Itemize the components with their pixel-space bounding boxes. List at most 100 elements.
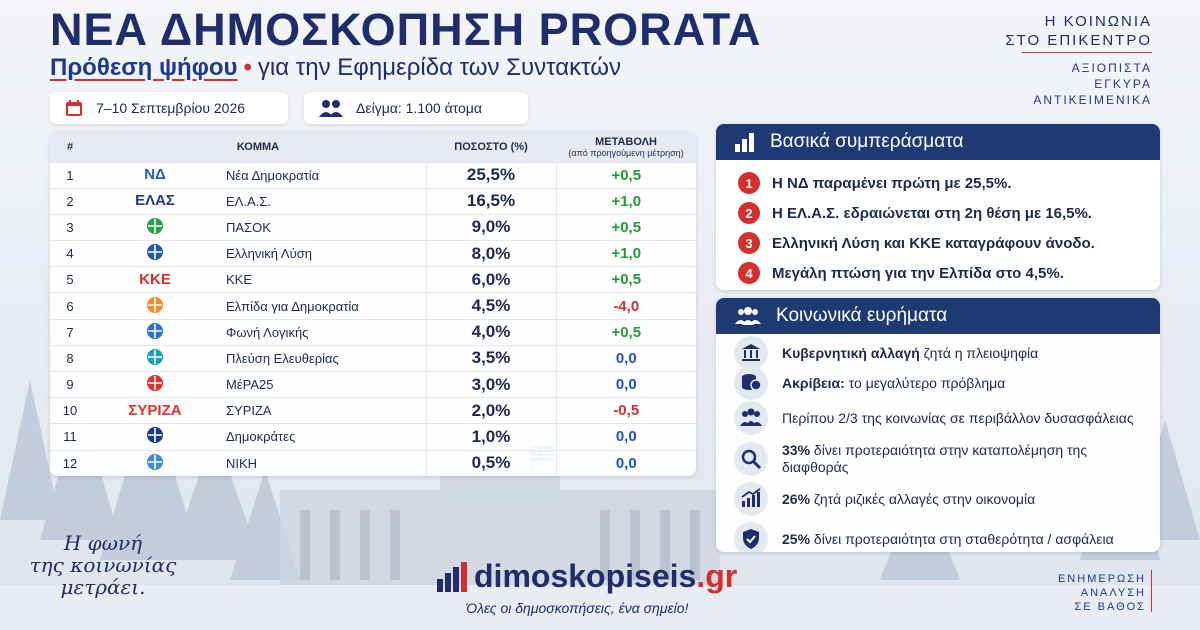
change-cell: +1,0 [555,188,696,215]
change-cell: +0,5 [555,162,696,189]
table-row: 8 Πλεύση Ελευθερίας 3,5% 0,0 [50,345,696,372]
finding-text-bold: 33% [782,442,811,458]
party-logo: ΚΚΕ [90,267,220,293]
finding-item: 26% ζητά ριζικές αλλαγές στην οικονομία [716,480,1160,518]
finding-item: 33% δίνει προτεραιότητα στην καταπολέμησ… [716,438,1160,480]
conclusion-item: 4 Μεγάλη πτώση για την Ελπίδα στο 4,5%. [716,258,1160,288]
conclusion-text-main: Μεγάλη πτώση για την Ελπίδα στο [772,264,1026,282]
percent-cell: 2,0% [425,397,556,424]
col-rank: # [66,140,74,153]
table-row: 6 Ελπίδα για Δημοκρατία 4,5% -4,0 [50,292,696,320]
finding-text: Περίπου 2/3 της κοινωνίας σε περιβάλλον … [782,410,1134,427]
conclusion-text-main: Η ΝΔ παραμένει πρώτη με [772,174,965,192]
table-row: 5 ΚΚΕ ΚΚΕ 6,0% +0,5 [50,266,696,293]
rank-cell: 5 [66,272,74,288]
rank-cell: 2 [66,193,74,209]
party-name: ΚΚΕ [226,272,253,288]
people-icon [734,401,768,435]
finding-text-rest: δίνει προτεραιότητα στην καταπολέμηση τη… [782,442,1088,475]
percent-cell: 8,0% [425,240,556,267]
change-cell: 0,0 [555,371,696,398]
change-cell: +0,5 [555,266,696,293]
footer-value: ΑΝΑΛΥΣΗ [1080,587,1146,599]
party-emblem-icon [147,348,163,365]
sample-size: Δείγμα: 1.100 άτομα [356,100,482,116]
brand-logo[interactable]: dimoskopiseis.gr [436,558,737,595]
party-name: ΣΥΡΙΖΑ [226,403,272,419]
findings-title: Κοινωνικά ευρήματα [776,305,948,326]
rank-cell: 1 [66,167,74,183]
change-cell: 0,0 [555,423,696,451]
conclusion-text-value: 16,5%. [1045,204,1092,222]
calendar-icon [66,100,82,116]
bar-chart-icon [735,133,754,152]
party-name: Νέα Δημοκρατία [226,167,320,183]
sample-box: Δείγμα: 1.100 άτομα [304,92,528,124]
conclusion-text: Η ΝΔ παραμένει πρώτη με 25,5%. [772,175,1012,192]
party-emblem-icon [147,322,163,339]
party-logo-mark: ΝΔ [144,166,166,184]
conclusion-number: 2 [738,202,760,224]
party-logo [90,345,220,371]
finding-item: Περίπου 2/3 της κοινωνίας σε περιβάλλον … [716,398,1160,438]
conclusion-number: 3 [738,232,760,254]
slogan-line: μετράει. [60,575,146,599]
table-row: 10 ΣΥΡΙΖΑ ΣΥΡΙΖΑ 2,0% -0,5 [50,397,696,424]
party-name: ΠΑΣΟΚ [226,219,271,235]
brand-tagline: Όλες οι δημοσκοπήσεις, ένα σημείο! [466,600,689,616]
rank-cell: 12 [62,455,78,471]
party-name: ΜέΡΑ25 [226,377,274,393]
subtitle-rest: για την Εφημερίδα των Συντακτών [257,54,622,81]
change-cell: +0,5 [555,214,696,241]
party-logo [90,293,220,319]
party-emblem-icon [147,375,163,392]
conclusion-item: 1 Η ΝΔ παραμένει πρώτη με 25,5%. [716,168,1160,198]
conclusion-text: Η ΕΛ.Α.Σ. εδραιώνεται στη 2η θέση με 16,… [772,205,1092,222]
col-change: ΜΕΤΑΒΟΛΗ (από προηγούμενη μέτρηση) [556,132,696,162]
party-logo [90,372,220,398]
rank-cell: 6 [66,298,74,314]
table-row: 7 Φωνή Λογικής 4,0% +0,5 [50,319,696,346]
brand-tld: .gr [696,558,738,594]
conclusion-text-main: Ελληνική Λύση και ΚΚΕ καταγράφουν άνοδο. [772,234,1095,252]
finding-item: Ακρίβεια: το μεγαλύτερο πρόβλημα [716,366,1160,400]
conclusion-number: 4 [738,262,760,284]
change-cell: -0,5 [555,397,696,424]
percent-cell: 6,0% [425,266,556,293]
finding-text-bold: Ακρίβεια: [782,374,845,391]
finding-text-bold: 26% [782,490,811,507]
party-name: Δημοκράτες [226,429,296,445]
table-row: 12 ΝΙΚΗ 0,5% 0,0 [50,450,696,476]
table-row: 4 Ελληνική Λύση 8,0% +1,0 [50,240,696,267]
people-icon [319,100,343,117]
shield-icon [734,522,768,552]
finding-text: Ακρίβεια: το μεγαλύτερο πρόβλημα [782,375,1005,392]
findings-panel: Κοινωνικά ευρήματα Κυβερνητική αλλαγή ζη… [716,298,1160,552]
col-change-note: (από προηγούμενη μέτρηση) [568,147,684,158]
conclusion-text: Μεγάλη πτώση για την Ελπίδα στο 4,5%. [772,265,1064,282]
conclusion-item: 3 Ελληνική Λύση και ΚΚΕ καταγράφουν άνοδο… [716,228,1160,258]
rank-cell: 3 [66,219,74,235]
tagline: Η ΚΟΙΝΩΝΙΑ ΣΤΟ ΕΠΙΚΕΝΤΡΟ [1005,12,1152,50]
table-header-row: # ΚΟΜΜΑ ΠΟΣΟΣΤΟ (%) ΜΕΤΑΒΟΛΗ (από προηγο… [50,132,696,162]
party-logo: ΝΔ [90,162,220,188]
page-title: ΝΕΑ ΔΗΜΟΣΚΟΠΗΣΗ PRORATA [50,4,762,55]
values-list: ΑΞΙΟΠΙΣΤΑ ΕΓΚΥΡΑ ΑΝΤΙΚΕΙΜΕΝΙΚΑ [1033,60,1152,108]
findings-header: Κοινωνικά ευρήματα [716,298,1160,334]
group-icon [735,307,761,325]
col-change-label: ΜΕΤΑΒΟΛΗ [595,135,657,148]
date-box: 7–10 Σεπτεμβρίου 2026 [50,92,288,124]
bullet-dot: • [243,54,252,81]
coins-icon [734,366,768,400]
slogan: Η φωνή της κοινωνίας μετράει. [18,532,188,598]
change-cell: 0,0 [555,450,696,476]
party-logo: ΣΥΡΙΖΑ [90,398,220,424]
brand-name: dimoskopiseis.gr [474,558,737,595]
percent-cell: 4,5% [425,292,556,320]
brand-bars-icon [437,561,467,592]
conclusion-item: 2 Η ΕΛ.Α.Σ. εδραιώνεται στη 2η θέση με 16… [716,198,1160,228]
poll-date: 7–10 Σεπτεμβρίου 2026 [96,100,246,116]
table-row: 9 ΜέΡΑ25 3,0% 0,0 [50,371,696,398]
col-percent: ΠΟΣΟΣΤΟ (%) [454,140,528,153]
finding-text-rest: το μεγαλύτερο πρόβλημα [844,374,1006,391]
